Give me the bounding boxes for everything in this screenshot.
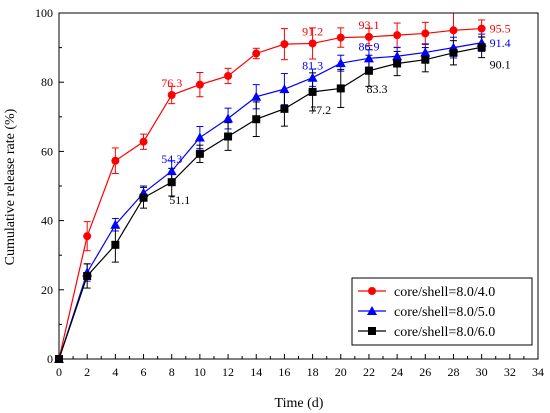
circle-marker xyxy=(224,71,233,80)
data-label: 77.2 xyxy=(310,103,331,117)
square-marker xyxy=(224,132,233,141)
circle-marker xyxy=(280,40,289,49)
square-marker xyxy=(139,193,148,202)
x-tick-label: 32 xyxy=(504,365,516,379)
triangle-marker xyxy=(420,47,431,57)
square-marker xyxy=(308,87,317,96)
square-marker xyxy=(195,149,204,158)
data-label: 95.5 xyxy=(490,22,511,36)
x-tick-label: 10 xyxy=(194,365,206,379)
circle-marker xyxy=(83,232,92,241)
data-label: 93.1 xyxy=(358,18,379,32)
triangle-marker xyxy=(392,51,403,61)
circle-marker xyxy=(421,29,430,38)
x-tick-label: 20 xyxy=(335,365,347,379)
x-tick-label: 24 xyxy=(391,365,403,379)
x-tick-label: 34 xyxy=(532,365,544,379)
triangle-marker xyxy=(363,53,374,63)
triangle-marker xyxy=(367,306,377,315)
circle-marker xyxy=(308,39,317,48)
y-tick-label: 80 xyxy=(41,75,53,89)
square-marker xyxy=(368,327,376,335)
circle-marker xyxy=(195,80,204,89)
x-tick-label: 6 xyxy=(141,365,147,379)
circle-marker xyxy=(111,156,120,165)
data-label: 83.3 xyxy=(366,82,387,96)
triangle-marker xyxy=(335,58,346,68)
triangle-marker xyxy=(194,132,205,142)
triangle-marker xyxy=(251,91,262,101)
y-tick-label: 100 xyxy=(35,6,53,20)
x-axis-title: Time (d) xyxy=(275,396,324,411)
legend: core/shell=8.0/4.0 core/shell=8.0/5.0 core… xyxy=(351,277,533,346)
square-marker xyxy=(111,240,120,249)
x-tick-label: 12 xyxy=(222,365,234,379)
x-tick-label: 4 xyxy=(112,365,118,379)
x-tick-label: 28 xyxy=(447,365,459,379)
x-tick-label: 26 xyxy=(419,365,431,379)
square-marker xyxy=(449,48,458,57)
y-tick-label: 40 xyxy=(41,214,53,228)
series-line-1 xyxy=(58,27,482,360)
legend-label: core/shell=8.0/5.0 xyxy=(394,305,495,320)
x-tick-label: 18 xyxy=(307,365,319,379)
circle-marker xyxy=(167,91,176,100)
data-annotations: 76.3 91.2 93.1 95.5 54.3 81.3 86.9 91.4 51.1 77.2… xyxy=(161,18,510,207)
y-tick-label: 20 xyxy=(41,283,53,297)
axes: 0 2 4 6 8 10 12 14 16 18 20 22 24 26 28 30 32 34020406080… xyxy=(35,6,544,379)
square-marker xyxy=(364,66,373,75)
y-axis-title: Cumulative release rate (%) xyxy=(3,108,18,265)
data-label: 91.4 xyxy=(490,36,511,50)
y-tick-label: 60 xyxy=(41,144,53,158)
x-tick-label: 30 xyxy=(476,365,488,379)
series-line-3 xyxy=(58,46,482,360)
circle-marker xyxy=(336,33,345,42)
triangle-marker xyxy=(279,84,290,94)
data-label: 91.2 xyxy=(302,24,323,38)
x-tick-label: 14 xyxy=(250,365,262,379)
x-tick-label: 2 xyxy=(84,365,90,379)
data-label: 90.1 xyxy=(490,57,511,71)
series-markers xyxy=(54,24,487,363)
square-marker xyxy=(421,55,430,64)
circle-marker xyxy=(368,287,376,295)
circle-marker xyxy=(449,26,458,35)
legend-label: core/shell=8.0/4.0 xyxy=(394,285,495,300)
triangle-marker xyxy=(307,72,318,82)
square-marker xyxy=(167,178,176,187)
circle-marker xyxy=(252,49,261,58)
x-tick-label: 22 xyxy=(363,365,375,379)
square-marker xyxy=(393,59,402,68)
series-lines xyxy=(58,27,482,360)
triangle-marker xyxy=(110,219,121,229)
square-marker xyxy=(280,104,289,113)
x-tick-label: 16 xyxy=(278,365,290,379)
circle-marker xyxy=(364,32,373,41)
circle-marker xyxy=(477,24,486,33)
data-label: 76.3 xyxy=(161,76,182,90)
legend-box xyxy=(351,277,533,346)
square-marker xyxy=(477,43,486,52)
y-tick-label: 0 xyxy=(47,352,53,366)
square-marker xyxy=(336,84,345,93)
data-label: 86.9 xyxy=(358,39,379,53)
x-tick-label: 0 xyxy=(56,365,62,379)
circle-marker xyxy=(139,137,148,146)
triangle-marker xyxy=(223,113,234,123)
series-line-2 xyxy=(58,42,482,360)
legend-label: core/shell=8.0/6.0 xyxy=(394,325,495,340)
square-marker xyxy=(83,271,92,280)
data-label: 51.1 xyxy=(169,193,190,207)
data-label: 81.3 xyxy=(302,59,323,73)
x-tick-label: 8 xyxy=(169,365,175,379)
square-marker xyxy=(252,115,261,124)
triangle-marker xyxy=(166,166,177,176)
data-label: 54.3 xyxy=(161,152,182,166)
circle-marker xyxy=(393,31,402,40)
